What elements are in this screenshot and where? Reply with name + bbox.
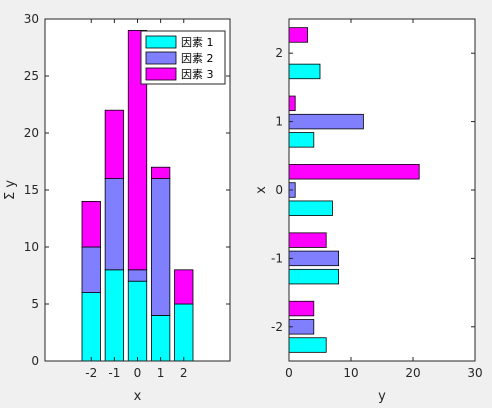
bar-x1-series3 xyxy=(150,166,171,179)
hbar-x-2-series1 xyxy=(288,337,327,353)
legend-label-series3: 因素 3 xyxy=(181,68,214,81)
right-y-tick-label: 2 xyxy=(275,46,283,60)
right-x-tick-label: 20 xyxy=(405,366,420,380)
bar-x0-series1 xyxy=(127,280,148,362)
left-y-tick-label: 0 xyxy=(31,354,39,368)
right-x-tick-label: 30 xyxy=(467,366,482,380)
right-ticks: 0 10 20 30 -2 -1 0 1 2 xyxy=(271,19,483,380)
left-y-tick-label: 15 xyxy=(24,183,39,197)
bar-x2-series3 xyxy=(174,269,194,305)
left-y-tick-label: 30 xyxy=(24,12,39,26)
right-x-axis-label: y xyxy=(378,389,386,404)
left-y-tick-label: 25 xyxy=(24,69,39,83)
left-bars xyxy=(81,29,194,362)
bar-x1-series2 xyxy=(150,178,171,316)
grouped-horizontal-bar-chart: 0 10 20 30 -2 -1 0 1 2 y x xyxy=(254,18,483,404)
bar-x-2-series1 xyxy=(81,292,101,362)
left-x-tick-label: 0 xyxy=(134,366,142,380)
left-x-tick-label: 1 xyxy=(157,366,165,380)
hbar-x0-series3 xyxy=(288,164,420,180)
legend: 因素 1 因素 2 因素 3 xyxy=(140,30,226,85)
legend-swatch-series3 xyxy=(145,67,177,81)
hbar-x1-series3 xyxy=(288,95,296,112)
hbar-x-1-series1 xyxy=(288,268,339,285)
bar-x-2-series2 xyxy=(81,246,101,293)
left-x-tick-label: -1 xyxy=(108,366,120,380)
left-y-tick-label: 5 xyxy=(31,297,39,311)
hbar-x2-series1 xyxy=(288,63,321,80)
left-x-tick-label: -2 xyxy=(85,366,97,380)
right-y-tick-label: 0 xyxy=(275,183,283,197)
bar-x0-series2 xyxy=(127,269,148,282)
bar-x0-series3 xyxy=(127,29,148,271)
hbar-x0-series1 xyxy=(288,200,333,216)
hbar-x-1-series3 xyxy=(288,232,327,248)
left-y-axis-label: Σ y xyxy=(3,180,18,200)
right-x-tick-label: 0 xyxy=(285,366,293,380)
right-y-tick-label: -1 xyxy=(271,251,283,265)
legend-label-series2: 因素 2 xyxy=(181,52,214,65)
legend-label-series1: 因素 1 xyxy=(181,36,214,49)
right-y-axis-label: x xyxy=(254,186,269,194)
hbar-x1-series1 xyxy=(288,132,315,148)
right-y-tick-label: 1 xyxy=(275,115,283,129)
hbar-x1-series2 xyxy=(288,113,364,130)
right-x-tick-label: 10 xyxy=(343,366,358,380)
left-y-tick-label: 10 xyxy=(24,240,39,254)
left-y-tick-label: 20 xyxy=(24,126,39,140)
legend-swatch-series2 xyxy=(145,51,177,65)
bar-x1-series1 xyxy=(150,314,171,362)
bar-x-1-series1 xyxy=(104,269,125,362)
bar-x-1-series3 xyxy=(104,109,125,179)
left-x-tick-label: 2 xyxy=(180,366,188,380)
stacked-bar-chart: 0 5 10 15 20 25 30 -2 -1 0 1 2 x Σ y 因素 1 因素 2 因素 3 xyxy=(3,12,231,404)
right-y-tick-label: -2 xyxy=(271,320,283,334)
bar-x2-series1 xyxy=(174,303,194,362)
legend-swatch-series1 xyxy=(145,35,177,49)
left-x-axis-label: x xyxy=(134,389,142,404)
hbar-x2-series3 xyxy=(288,27,309,43)
hbar-x-1-series2 xyxy=(288,250,339,267)
bar-x-2-series3 xyxy=(81,200,101,248)
right-bars xyxy=(288,27,420,353)
bar-x-1-series2 xyxy=(104,178,125,271)
hbar-x-2-series3 xyxy=(288,300,315,317)
left-ticks: 0 5 10 15 20 25 30 -2 -1 0 1 2 xyxy=(24,12,230,380)
